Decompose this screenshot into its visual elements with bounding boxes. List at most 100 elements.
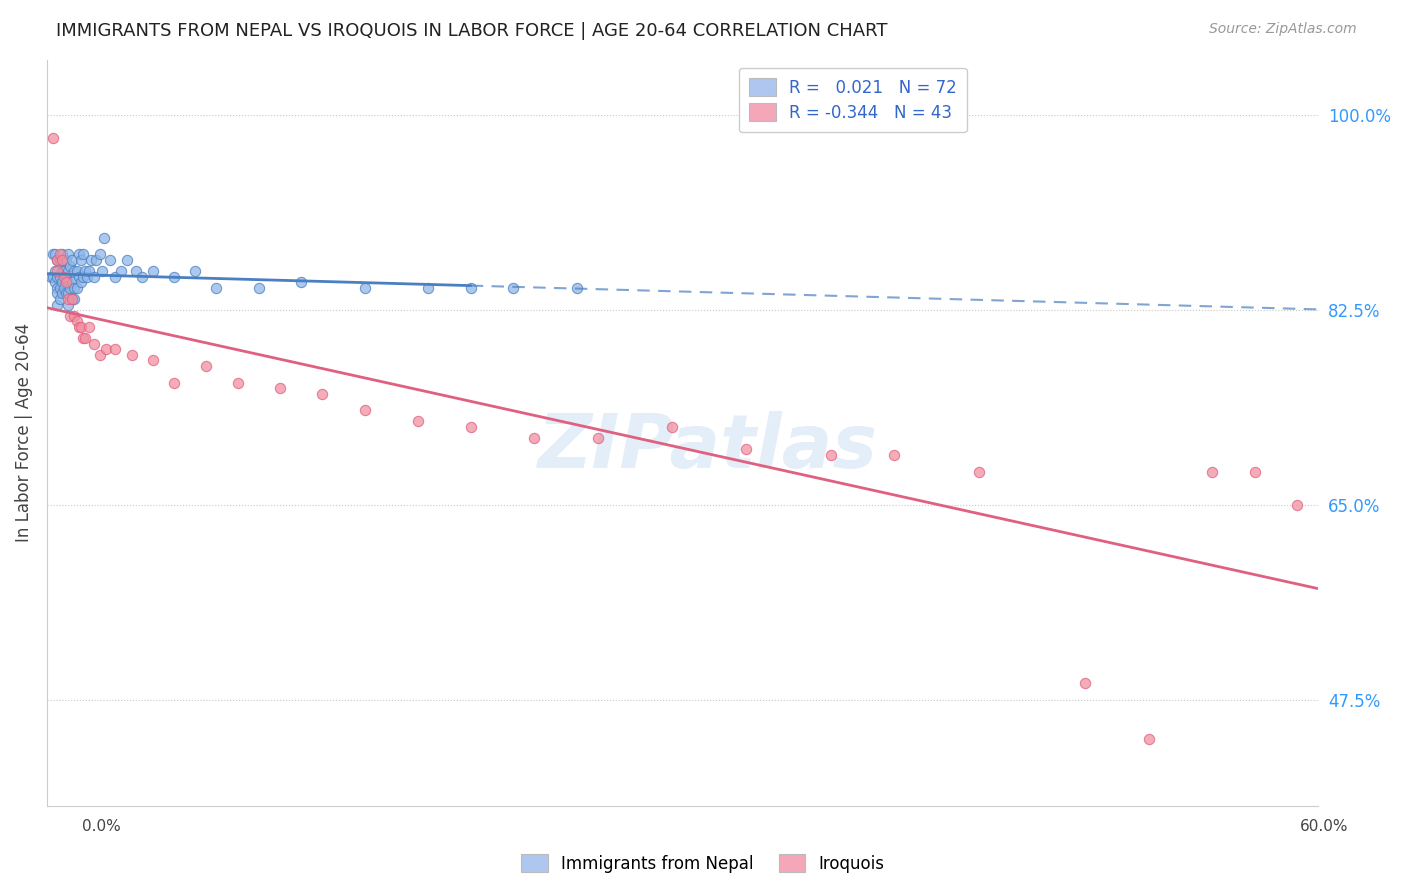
Point bbox=[72, 331, 94, 345]
Point bbox=[76, 269, 98, 284]
Point bbox=[48, 292, 70, 306]
Point bbox=[89, 247, 111, 261]
Point bbox=[311, 386, 333, 401]
Point bbox=[418, 281, 440, 295]
Point bbox=[77, 264, 100, 278]
Point bbox=[1243, 465, 1265, 479]
Point bbox=[48, 253, 70, 268]
Point bbox=[69, 253, 91, 268]
Point bbox=[163, 376, 186, 390]
Point bbox=[269, 381, 291, 395]
Point bbox=[56, 247, 79, 261]
Point bbox=[48, 281, 70, 295]
Point bbox=[586, 431, 609, 445]
Point bbox=[290, 275, 312, 289]
Point bbox=[72, 247, 94, 261]
Text: ZIPatlas: ZIPatlas bbox=[538, 411, 877, 484]
Point bbox=[565, 281, 588, 295]
Point bbox=[63, 292, 86, 306]
Point bbox=[77, 319, 100, 334]
Point bbox=[44, 247, 66, 261]
Point bbox=[46, 264, 69, 278]
Point bbox=[142, 264, 165, 278]
Point bbox=[63, 309, 86, 323]
Point bbox=[93, 231, 115, 245]
Point bbox=[46, 297, 69, 311]
Legend: R =   0.021   N = 72, R = -0.344   N = 43: R = 0.021 N = 72, R = -0.344 N = 43 bbox=[740, 68, 967, 132]
Point bbox=[60, 253, 83, 268]
Point bbox=[460, 281, 482, 295]
Point bbox=[883, 448, 905, 462]
Text: 0.0%: 0.0% bbox=[82, 820, 121, 834]
Point bbox=[51, 264, 73, 278]
Point bbox=[55, 269, 77, 284]
Point bbox=[60, 292, 83, 306]
Point bbox=[353, 403, 375, 417]
Point bbox=[96, 342, 118, 356]
Point bbox=[69, 319, 91, 334]
Point bbox=[83, 269, 105, 284]
Point bbox=[100, 253, 122, 268]
Point bbox=[83, 336, 105, 351]
Point bbox=[60, 292, 83, 306]
Point bbox=[80, 253, 103, 268]
Point bbox=[51, 247, 73, 261]
Legend: Immigrants from Nepal, Iroquois: Immigrants from Nepal, Iroquois bbox=[515, 847, 891, 880]
Point bbox=[59, 281, 82, 295]
Point bbox=[56, 264, 79, 278]
Point bbox=[55, 286, 77, 301]
Point bbox=[48, 247, 70, 261]
Point bbox=[523, 431, 546, 445]
Point bbox=[72, 269, 94, 284]
Point bbox=[51, 275, 73, 289]
Point bbox=[104, 269, 127, 284]
Point bbox=[1286, 498, 1309, 512]
Point bbox=[65, 314, 87, 328]
Point bbox=[121, 348, 143, 362]
Point bbox=[42, 247, 65, 261]
Point bbox=[104, 342, 127, 356]
Point bbox=[67, 319, 90, 334]
Point bbox=[55, 253, 77, 268]
Point bbox=[91, 264, 114, 278]
Point bbox=[69, 275, 91, 289]
Point bbox=[89, 348, 111, 362]
Point bbox=[46, 286, 69, 301]
Point bbox=[51, 286, 73, 301]
Point bbox=[46, 281, 69, 295]
Point bbox=[44, 264, 66, 278]
Point bbox=[205, 281, 228, 295]
Point bbox=[63, 264, 86, 278]
Point bbox=[46, 269, 69, 284]
Point bbox=[67, 269, 90, 284]
Point bbox=[67, 247, 90, 261]
Point bbox=[163, 269, 186, 284]
Point bbox=[117, 253, 139, 268]
Y-axis label: In Labor Force | Age 20-64: In Labor Force | Age 20-64 bbox=[15, 323, 32, 542]
Text: 60.0%: 60.0% bbox=[1301, 820, 1348, 834]
Point bbox=[56, 292, 79, 306]
Point bbox=[48, 269, 70, 284]
Point bbox=[51, 253, 73, 268]
Point bbox=[1074, 676, 1097, 690]
Point bbox=[84, 253, 107, 268]
Point bbox=[194, 359, 217, 373]
Point bbox=[73, 331, 96, 345]
Point bbox=[735, 442, 758, 457]
Point bbox=[65, 281, 87, 295]
Point bbox=[967, 465, 990, 479]
Point bbox=[39, 269, 62, 284]
Point bbox=[55, 275, 77, 289]
Point bbox=[73, 264, 96, 278]
Point bbox=[52, 281, 75, 295]
Point bbox=[1201, 465, 1223, 479]
Point bbox=[56, 286, 79, 301]
Point bbox=[52, 269, 75, 284]
Text: IMMIGRANTS FROM NEPAL VS IROQUOIS IN LABOR FORCE | AGE 20-64 CORRELATION CHART: IMMIGRANTS FROM NEPAL VS IROQUOIS IN LAB… bbox=[56, 22, 887, 40]
Point bbox=[56, 275, 79, 289]
Point bbox=[1137, 731, 1160, 746]
Point bbox=[60, 275, 83, 289]
Point bbox=[44, 275, 66, 289]
Point bbox=[59, 309, 82, 323]
Point bbox=[65, 264, 87, 278]
